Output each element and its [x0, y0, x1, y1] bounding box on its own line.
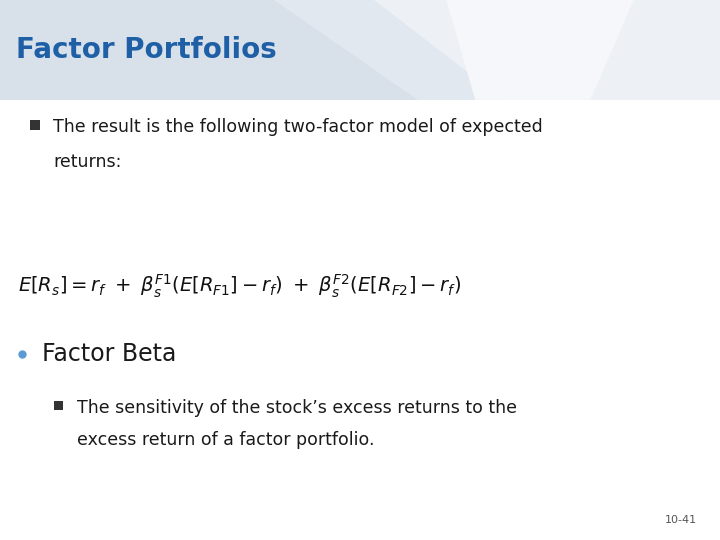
Text: excess return of a factor portfolio.: excess return of a factor portfolio.: [77, 431, 374, 449]
Text: 10-41: 10-41: [665, 515, 697, 525]
Text: returns:: returns:: [53, 153, 122, 171]
Text: Factor Portfolios: Factor Portfolios: [16, 36, 276, 64]
Text: Factor Beta: Factor Beta: [42, 342, 176, 366]
Text: The result is the following two-factor model of expected: The result is the following two-factor m…: [53, 118, 543, 136]
Text: The sensitivity of the stock’s excess returns to the: The sensitivity of the stock’s excess re…: [77, 399, 517, 417]
Bar: [30, 120, 40, 130]
Bar: [54, 401, 63, 410]
Text: $E[R_s] = r_f\ +\ \beta_s^{F1}(E[R_{F1}] - r_f)\ +\ \beta_s^{F2}(E[R_{F2}] - r_f: $E[R_s] = r_f\ +\ \beta_s^{F1}(E[R_{F1}]…: [18, 273, 461, 300]
